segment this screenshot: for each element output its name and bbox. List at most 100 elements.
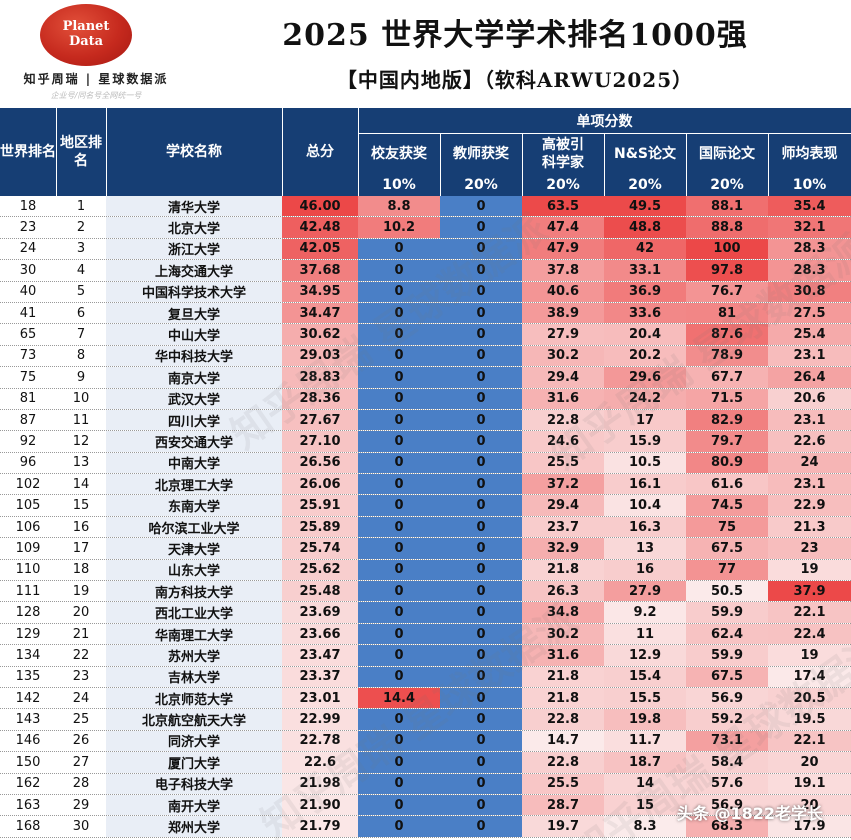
cell-pub: 67.5 (686, 538, 768, 559)
cell-school-name: 南开大学 (106, 794, 282, 816)
cell-region-rank: 5 (56, 281, 106, 302)
cell-world-rank: 163 (0, 794, 56, 816)
page-header: Planet Data 知乎周瑞 | 星球数据派 企业号/同名号全网统一号 20… (0, 0, 851, 108)
cell-world-rank: 105 (0, 495, 56, 516)
cell-ns: 36.9 (604, 281, 686, 302)
cell-total-score: 26.06 (282, 474, 358, 495)
cell-school-name: 上海交通大学 (106, 260, 282, 281)
cell-pcp: 28.3 (768, 238, 851, 260)
cell-hici: 23.7 (522, 516, 604, 538)
divider (440, 134, 441, 196)
cell-pub: 59.2 (686, 709, 768, 730)
cell-alumni: 0 (358, 388, 440, 409)
cell-award: 0 (440, 666, 522, 687)
cell-school-name: 西安交通大学 (106, 431, 282, 452)
table-row: 162 28 电子科技大学 21.98 0 0 25.5 14 57.6 19.1 (0, 773, 851, 795)
cell-pcp: 28.3 (768, 260, 851, 281)
cell-school-name: 同济大学 (106, 730, 282, 752)
cell-world-rank: 102 (0, 474, 56, 495)
cell-alumni: 0 (358, 730, 440, 752)
cell-total-score: 25.91 (282, 495, 358, 516)
table-row: 23 2 北京大学 42.48 10.2 0 47.4 48.8 88.8 32.1 (0, 217, 851, 239)
cell-hici: 19.7 (522, 816, 604, 837)
cell-ns: 24.2 (604, 388, 686, 409)
cell-pcp: 20 (768, 794, 851, 816)
cell-world-rank: 30 (0, 260, 56, 281)
cell-award: 0 (440, 302, 522, 324)
cell-award: 0 (440, 452, 522, 474)
cell-hici: 37.2 (522, 474, 604, 495)
cell-world-rank: 18 (0, 196, 56, 217)
cell-alumni: 0 (358, 260, 440, 281)
cell-pub: 80.9 (686, 452, 768, 474)
cell-hici: 21.8 (522, 559, 604, 581)
col-hici: 高被引科学家 (542, 137, 584, 171)
cell-pcp: 19 (768, 645, 851, 666)
cell-region-rank: 26 (56, 730, 106, 752)
cell-region-rank: 12 (56, 431, 106, 452)
cell-hici: 22.8 (522, 709, 604, 730)
cell-alumni: 0 (358, 495, 440, 516)
cell-award: 0 (440, 217, 522, 238)
col-alumni: 校友获奖 (371, 146, 427, 162)
cell-region-rank: 14 (56, 474, 106, 495)
cell-school-name: 东南大学 (106, 495, 282, 516)
cell-world-rank: 162 (0, 773, 56, 794)
cell-ns: 8.3 (604, 816, 686, 837)
cell-pcp: 19.1 (768, 773, 851, 794)
cell-hici: 30.2 (522, 623, 604, 645)
cell-hici: 21.8 (522, 666, 604, 687)
cell-pub: 87.6 (686, 324, 768, 345)
cell-total-score: 25.62 (282, 559, 358, 581)
cell-hici: 28.7 (522, 794, 604, 816)
cell-alumni: 0 (358, 474, 440, 495)
cell-school-name: 北京师范大学 (106, 687, 282, 709)
cell-alumni: 0 (358, 645, 440, 666)
col-ns: N&S论文 (613, 146, 676, 162)
cell-world-rank: 41 (0, 302, 56, 324)
cell-pub: 77 (686, 559, 768, 581)
cell-pcp: 27.5 (768, 302, 851, 324)
cell-region-rank: 25 (56, 709, 106, 730)
divider (106, 108, 107, 196)
cell-award: 0 (440, 409, 522, 431)
cell-hici: 40.6 (522, 281, 604, 302)
cell-pub: 67.7 (686, 367, 768, 388)
cell-world-rank: 143 (0, 709, 56, 730)
cell-total-score: 23.66 (282, 623, 358, 645)
cell-world-rank: 75 (0, 367, 56, 388)
cell-award: 0 (440, 581, 522, 602)
cell-hici: 26.3 (522, 581, 604, 602)
cell-region-rank: 27 (56, 752, 106, 773)
col-school-name: 学校名称 (166, 144, 222, 160)
cell-pub: 50.5 (686, 581, 768, 602)
cell-world-rank: 110 (0, 559, 56, 581)
cell-award: 0 (440, 816, 522, 837)
cell-total-score: 22.99 (282, 709, 358, 730)
cell-school-name: 北京航空航天大学 (106, 709, 282, 730)
cell-ns: 15.9 (604, 431, 686, 452)
cell-school-name: 北京理工大学 (106, 474, 282, 495)
cell-pcp: 23.1 (768, 409, 851, 431)
cell-total-score: 42.48 (282, 217, 358, 238)
cell-alumni: 0 (358, 709, 440, 730)
cell-school-name: 苏州大学 (106, 645, 282, 666)
table-row: 30 4 上海交通大学 37.68 0 0 37.8 33.1 97.8 28.3 (0, 260, 851, 282)
cell-pcp: 21.3 (768, 516, 851, 538)
cell-hici: 30.2 (522, 345, 604, 367)
cell-pcp: 19 (768, 559, 851, 581)
cell-hici: 47.4 (522, 217, 604, 238)
cell-pub: 71.5 (686, 388, 768, 409)
table-row: 143 25 北京航空航天大学 22.99 0 0 22.8 19.8 59.2 19.5 (0, 709, 851, 731)
cell-pub: 88.8 (686, 217, 768, 238)
cell-alumni: 0 (358, 431, 440, 452)
cell-award: 0 (440, 645, 522, 666)
cell-school-name: 复旦大学 (106, 302, 282, 324)
cell-alumni: 0 (358, 623, 440, 645)
cell-hici: 14.7 (522, 730, 604, 752)
table-row: 106 16 哈尔滨工业大学 25.89 0 0 23.7 16.3 75 21.3 (0, 516, 851, 539)
cell-region-rank: 15 (56, 495, 106, 516)
source-watermark: 头条 @1822老学长 (676, 804, 823, 823)
cell-total-score: 34.95 (282, 281, 358, 302)
cell-world-rank: 81 (0, 388, 56, 409)
